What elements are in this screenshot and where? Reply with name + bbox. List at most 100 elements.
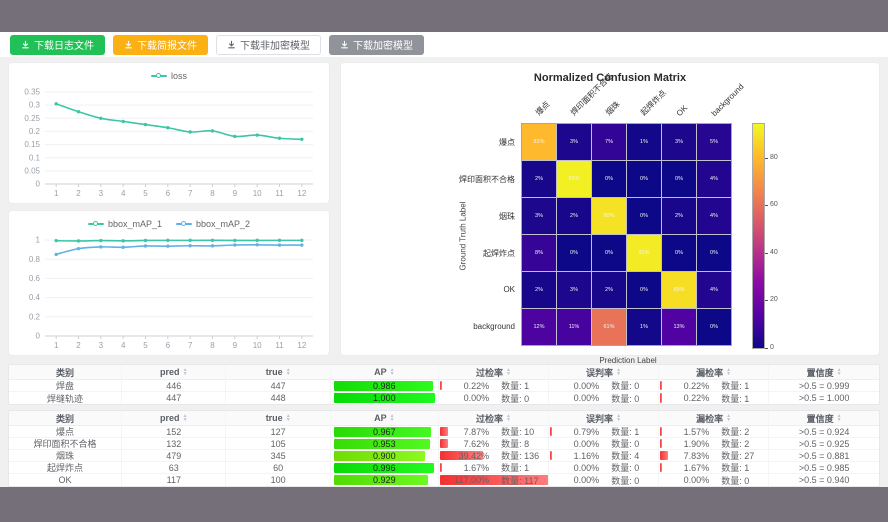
- cell-miss: 1.90% 数量: 2: [659, 438, 770, 449]
- cell-true: 345: [226, 450, 331, 461]
- overkill-count: 数量: 8: [501, 439, 530, 449]
- column-header-6[interactable]: 漏检率 ▲ ▼: [658, 411, 770, 426]
- svg-text:7: 7: [188, 341, 193, 350]
- cell-overkill: 0.22% 数量: 1: [439, 380, 550, 391]
- cell-true: 447: [226, 380, 331, 391]
- misjudge-percent: 0.79%: [573, 426, 600, 437]
- button-label: 下载简报文件: [137, 41, 197, 52]
- svg-text:5: 5: [143, 189, 148, 198]
- column-header-3[interactable]: AP ▲ ▼: [330, 411, 439, 426]
- cell-ap: 0.967: [331, 426, 439, 437]
- sort-icon[interactable]: ▲ ▼: [182, 413, 188, 423]
- matrix-row-label: 烟珠: [499, 211, 515, 221]
- map-chart-legend: bbox_mAP_1 bbox_mAP_2: [13, 214, 325, 234]
- sort-icon[interactable]: ▲ ▼: [506, 413, 511, 423]
- column-header-4[interactable]: 过检率 ▲ ▼: [438, 365, 550, 380]
- cell-ap: 0.900: [331, 450, 439, 461]
- download-encrypted-model-button[interactable]: 下载加密模型: [329, 34, 424, 55]
- ap-value: 0.900: [373, 450, 396, 461]
- column-header-5[interactable]: 误判率 ▲ ▼: [549, 411, 659, 426]
- colorbar-tick: 40: [765, 249, 778, 256]
- overkill-bar: [439, 451, 483, 460]
- heatmap-cell: 0%: [662, 161, 696, 197]
- miss-percent: 0.00%: [683, 475, 710, 485]
- overkill-bar: [439, 427, 449, 436]
- column-header-3[interactable]: AP ▲ ▼: [330, 365, 439, 380]
- cell-true: 60: [226, 462, 331, 473]
- legend-item-bbox_mAP_1[interactable]: bbox_mAP_1: [87, 219, 162, 229]
- misjudge-percent: 0.00%: [573, 393, 600, 403]
- cell-true: 127: [226, 426, 331, 437]
- svg-text:0.25: 0.25: [24, 114, 40, 123]
- cell-pred: 447: [122, 392, 227, 404]
- sort-icon[interactable]: ▲ ▼: [182, 367, 188, 377]
- legend-marker: [87, 220, 104, 226]
- column-header-5[interactable]: 误判率 ▲ ▼: [549, 365, 659, 380]
- ap-bar: [333, 426, 432, 437]
- download-report-button[interactable]: 下载简报文件: [113, 34, 208, 55]
- sort-icon[interactable]: ▲ ▼: [726, 367, 732, 377]
- svg-text:9: 9: [233, 189, 238, 198]
- miss-bar: [659, 427, 662, 436]
- sort-icon[interactable]: ▲ ▼: [285, 413, 291, 423]
- sort-icon[interactable]: ▲ ▼: [506, 367, 511, 377]
- svg-text:6: 6: [166, 341, 171, 350]
- cell-overkill: 1.67% 数量: 1: [439, 462, 550, 473]
- svg-text:0.4: 0.4: [29, 293, 41, 302]
- overkill-percent: 0.22%: [463, 380, 490, 391]
- cell-overkill: 0.00% 数量: 0: [439, 392, 550, 404]
- column-header-2[interactable]: true ▲ ▼: [226, 411, 331, 426]
- top-strip: [0, 0, 888, 32]
- column-header-6[interactable]: 漏检率 ▲ ▼: [658, 365, 770, 380]
- ap-value: 0.953: [373, 438, 396, 449]
- legend-item-loss[interactable]: loss: [150, 71, 187, 81]
- heatmap-cell: 7%: [592, 124, 626, 160]
- download-log-button[interactable]: 下载日志文件: [10, 34, 105, 55]
- sort-icon[interactable]: ▲ ▼: [285, 367, 291, 377]
- sort-icon[interactable]: ▲ ▼: [836, 413, 842, 423]
- cell-class: 烟珠: [9, 450, 123, 461]
- column-header-1[interactable]: pred ▲ ▼: [122, 365, 227, 380]
- main-content: loss 0 0.05 0.1 0.15 0.2 0.25 0.3 0.35 1 2 3 4 5 6 7 8 9…: [0, 57, 888, 365]
- sort-icon[interactable]: ▲ ▼: [389, 367, 395, 377]
- misjudge-count: 数量: 0: [611, 475, 640, 486]
- confusion-matrix-card: Normalized Confusion Matrix 81% 3% 7% 1% 3% 5…: [340, 62, 880, 365]
- miss-count: 数量: 2: [721, 439, 750, 449]
- svg-text:10: 10: [253, 189, 262, 198]
- cell-ap: 0.996: [331, 462, 439, 473]
- svg-text:11: 11: [275, 341, 284, 350]
- cell-ap: 0.929: [331, 474, 439, 486]
- miss-percent: 7.83%: [683, 450, 710, 461]
- ap-bar: [333, 380, 434, 391]
- sort-icon[interactable]: ▲ ▼: [616, 413, 622, 423]
- sort-icon[interactable]: ▲ ▼: [389, 413, 395, 423]
- cell-ap: 0.986: [331, 380, 439, 391]
- sort-icon[interactable]: ▲ ▼: [836, 367, 842, 377]
- heatmap-cell: 2%: [522, 161, 556, 197]
- sort-icon[interactable]: ▲ ▼: [616, 367, 622, 377]
- svg-text:0.15: 0.15: [24, 140, 40, 149]
- column-header-7[interactable]: 置信度 ▲ ▼: [769, 365, 879, 380]
- download-icon: [228, 40, 235, 49]
- ap-value: 0.967: [373, 426, 396, 437]
- cell-overkill: 39.42% 数量: 136: [439, 450, 550, 461]
- cell-pred: 479: [122, 450, 227, 461]
- column-header-1[interactable]: pred ▲ ▼: [122, 411, 227, 426]
- miss-count: 数量: 27: [721, 451, 755, 461]
- column-header-2[interactable]: true ▲ ▼: [226, 365, 331, 380]
- toolbar: 下载日志文件 下载简报文件 下载非加密模型 下载加密模型: [0, 32, 888, 57]
- misjudge-count: 数量: 0: [611, 439, 640, 449]
- svg-text:3: 3: [99, 341, 104, 350]
- map-chart: 00.20.40.60.811 2 3 4 5 6 7 8 9 10 11 12: [29, 236, 313, 350]
- legend-label: bbox_mAP_2: [196, 219, 251, 229]
- column-header-7[interactable]: 置信度 ▲ ▼: [769, 411, 879, 426]
- column-header-4[interactable]: 过检率 ▲ ▼: [438, 411, 550, 426]
- legend-marker: [150, 72, 167, 78]
- colorbar-tick: 20: [765, 296, 778, 303]
- sort-icon[interactable]: ▲ ▼: [726, 413, 732, 423]
- download-plain-model-button[interactable]: 下载非加密模型: [216, 34, 321, 55]
- cell-overkill: 7.62% 数量: 8: [439, 438, 550, 449]
- ap-value: 0.996: [373, 462, 396, 473]
- legend-item-bbox_mAP_2[interactable]: bbox_mAP_2: [176, 219, 250, 229]
- overkill-bar: [439, 439, 449, 448]
